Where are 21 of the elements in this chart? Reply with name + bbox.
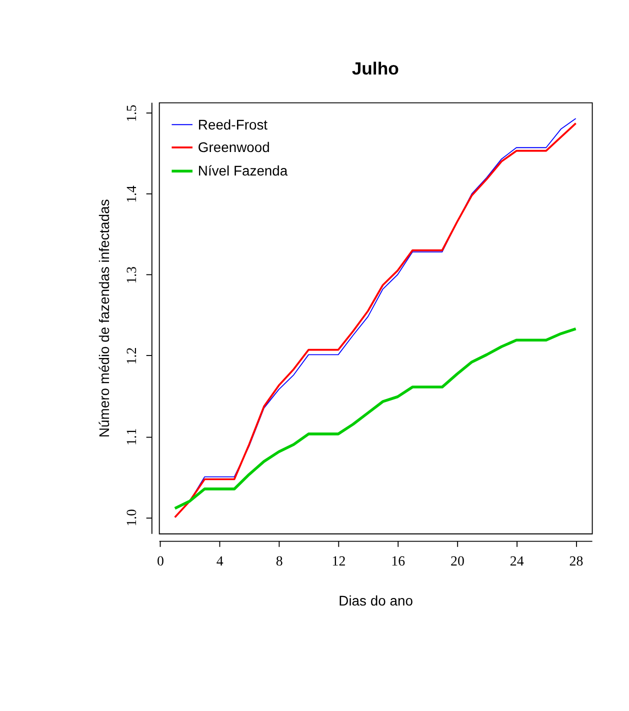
y-tick-label: 1.1	[125, 428, 140, 446]
x-tick-label: 20	[450, 554, 464, 570]
x-tick-label: 12	[332, 554, 346, 570]
x-tick-label: 28	[569, 554, 584, 570]
y-axis-title: Número médio de fazendas infectadas	[96, 199, 112, 438]
chart-title: Julho	[352, 58, 400, 78]
y-tick-label: 1.3	[125, 266, 140, 284]
legend-label: Reed-Frost	[198, 116, 268, 132]
y-tick-label: 1.0	[125, 508, 140, 526]
x-tick-label: 0	[157, 554, 164, 570]
legend-label: Greenwood	[198, 139, 270, 156]
line-series	[174, 327, 578, 510]
x-axis-title: Dias do ano	[338, 592, 414, 608]
legend-label: Nível Fazenda	[198, 162, 288, 179]
x-tick-label: 4	[216, 554, 224, 570]
y-tick-label: 1.4	[125, 185, 140, 203]
y-tick-label: 1.2	[125, 347, 140, 365]
y-tick-label: 1.5	[125, 104, 140, 122]
x-tick-label: 16	[391, 554, 406, 570]
x-tick-label: 24	[510, 554, 524, 570]
x-tick-label: 8	[276, 554, 283, 570]
